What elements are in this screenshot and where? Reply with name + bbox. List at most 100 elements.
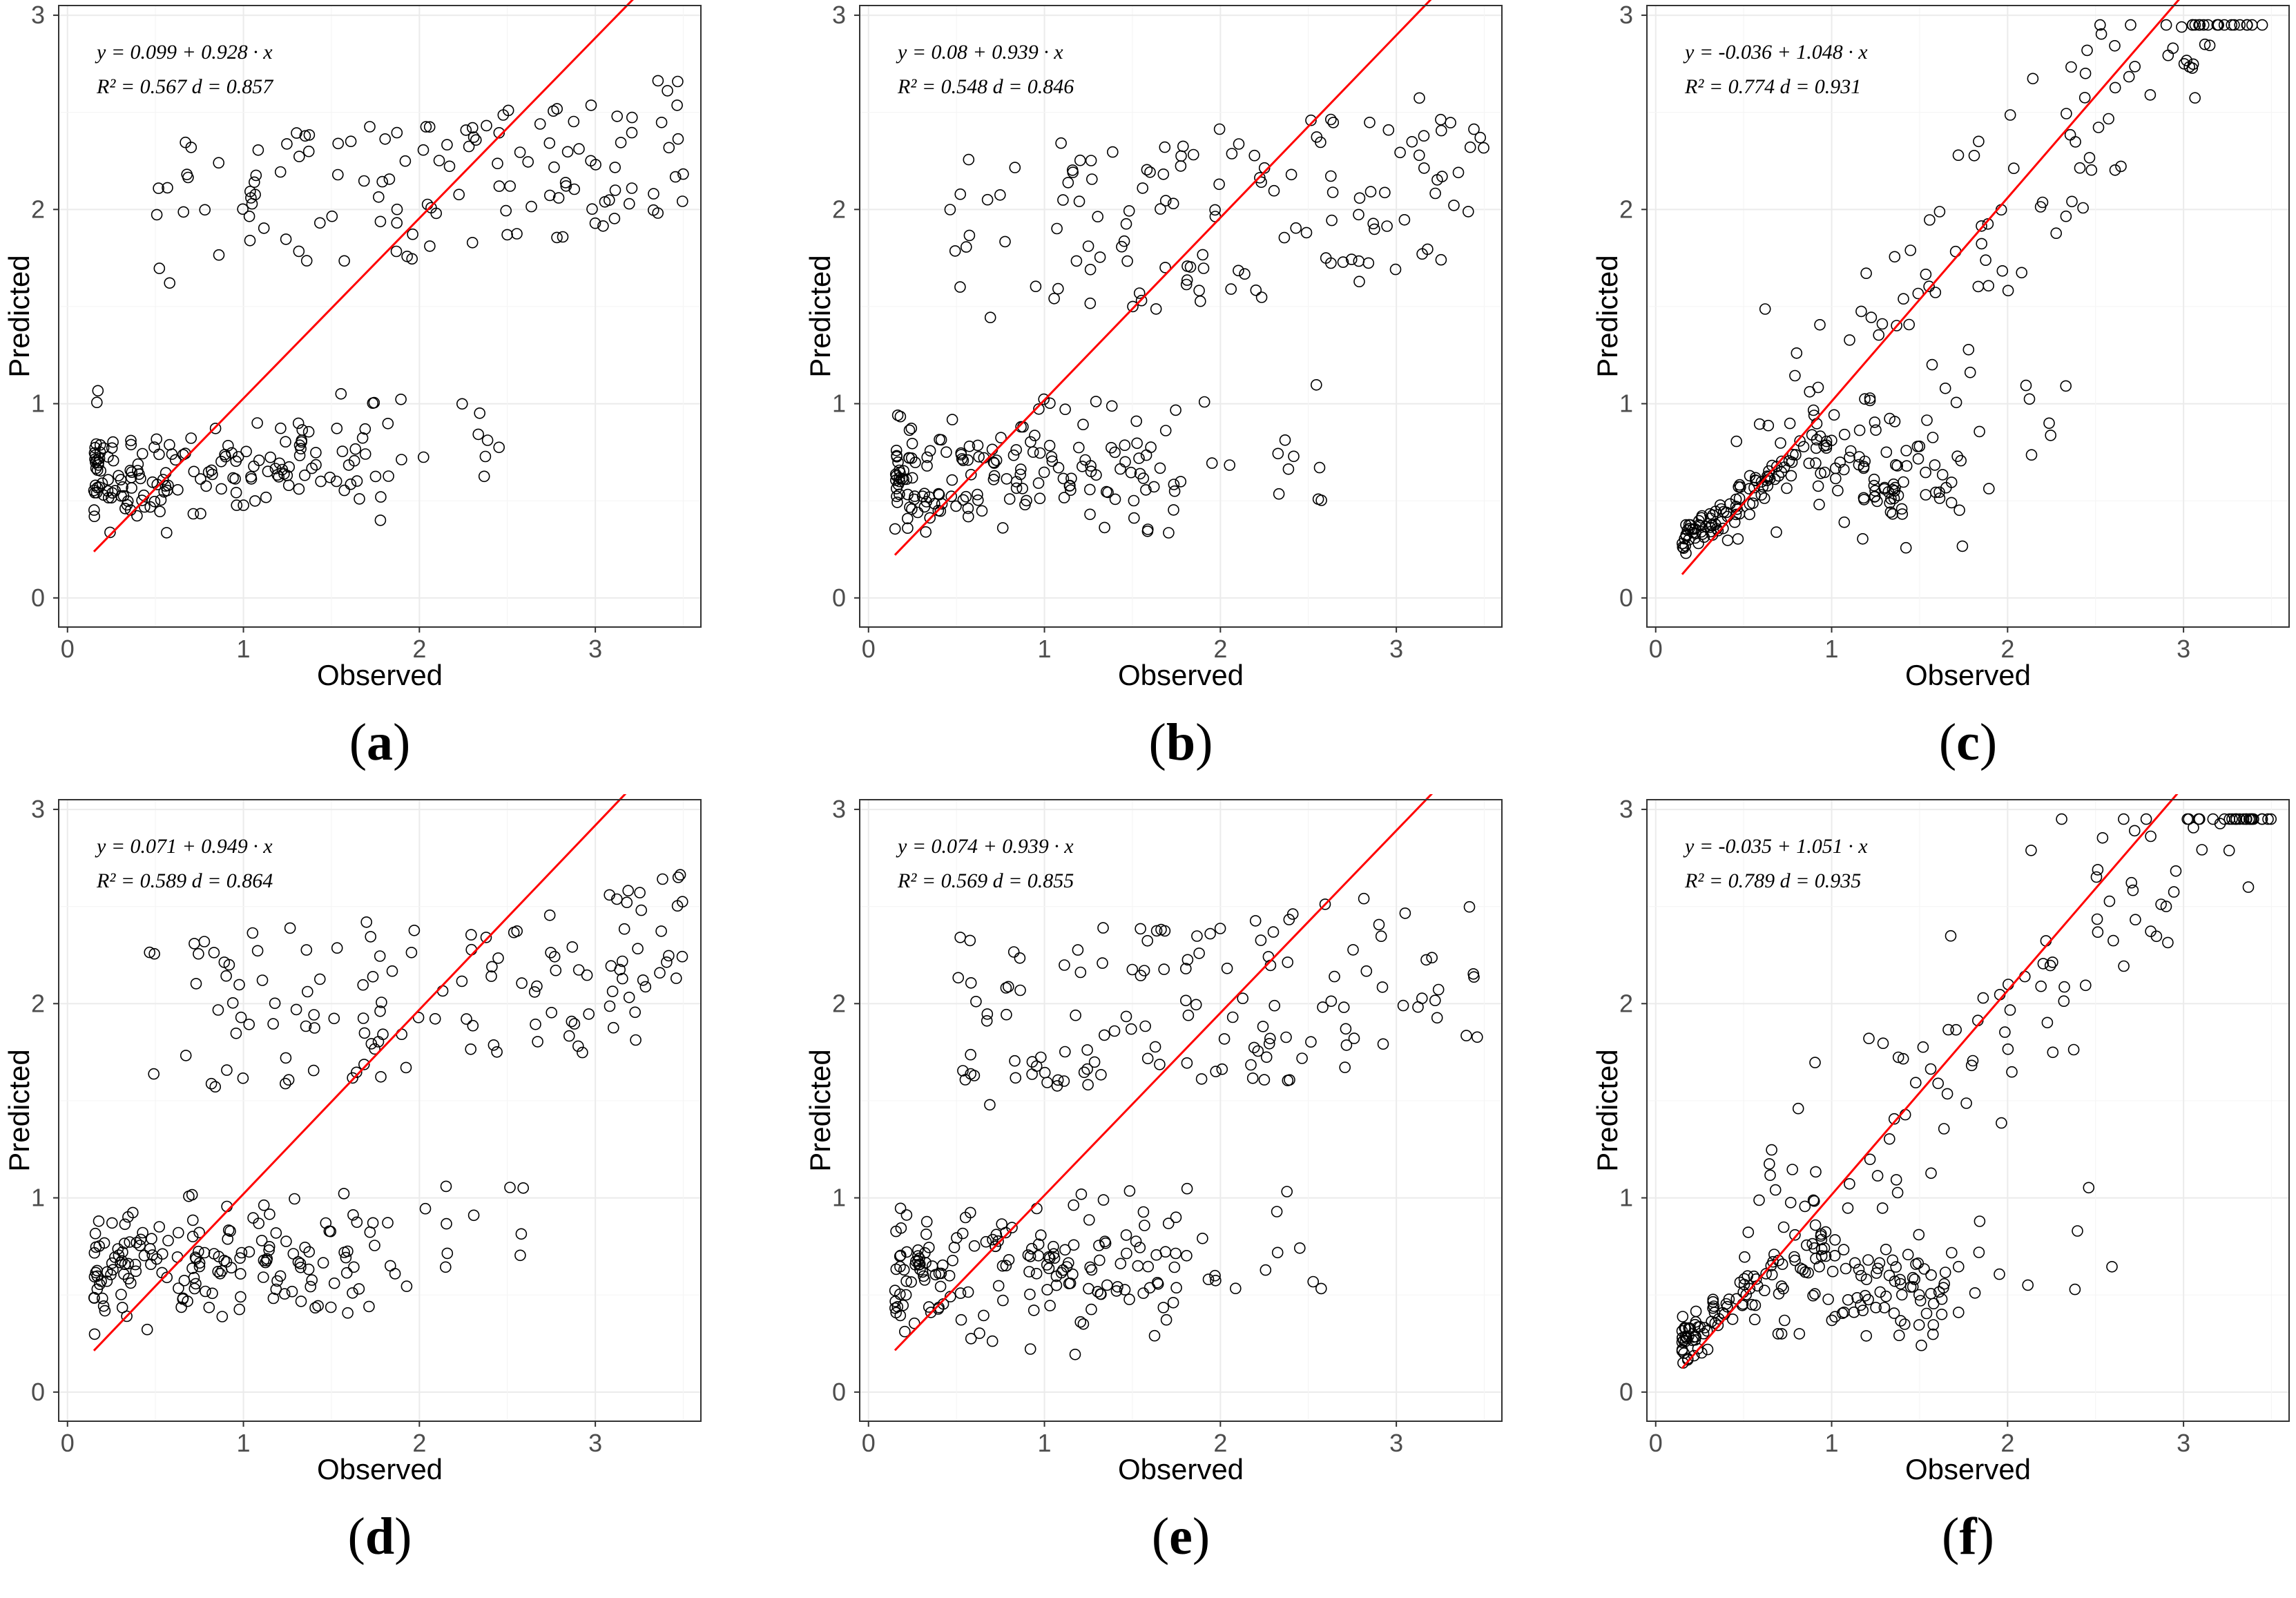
data-point (1710, 506, 1721, 517)
data-point (957, 1065, 969, 1077)
data-point (1062, 1257, 1074, 1269)
data-point (1077, 418, 1089, 431)
data-point (1028, 1305, 1040, 1316)
data-point (2218, 19, 2230, 31)
data-point (1233, 138, 1245, 150)
data-point (287, 1248, 300, 1260)
data-point (1014, 463, 1027, 475)
data-point (125, 439, 137, 451)
data-point (144, 1242, 156, 1255)
data-point (585, 155, 597, 167)
data-point (1972, 280, 1985, 293)
data-point (1052, 282, 1064, 295)
data-point (1009, 1055, 1021, 1067)
data-point (1326, 214, 1338, 227)
data-point (292, 417, 305, 430)
data-point (1876, 318, 1889, 330)
data-point (1857, 532, 1869, 545)
data-point (1059, 1244, 1071, 1256)
data-point (1907, 1271, 1919, 1284)
data-point (441, 1217, 452, 1230)
panel-label: (b) (1149, 713, 1213, 771)
data-point (899, 1325, 911, 1338)
data-point (1320, 252, 1332, 264)
data-point (1307, 1275, 1320, 1288)
data-point (1810, 442, 1822, 454)
data-point (200, 1285, 211, 1298)
data-point (1474, 131, 1487, 144)
data-point (981, 1008, 994, 1020)
data-point (1844, 1177, 1855, 1190)
data-point (1690, 1331, 1701, 1343)
data-point (1175, 160, 1187, 172)
data-point (2096, 831, 2109, 844)
data-point (101, 1275, 113, 1287)
panel-label-close: ) (394, 1508, 412, 1566)
data-point (1925, 1269, 1937, 1281)
data-point (1310, 378, 1322, 391)
data-point (1175, 150, 1187, 162)
data-point (905, 1276, 917, 1288)
data-point (185, 142, 197, 153)
data-point (583, 1008, 595, 1020)
data-point (245, 192, 257, 204)
data-point (209, 1081, 222, 1093)
data-point (2128, 825, 2141, 837)
data-point (280, 1235, 292, 1247)
data-point (999, 235, 1011, 248)
data-point (1248, 1041, 1260, 1054)
data-point (626, 182, 638, 194)
data-point (119, 1218, 131, 1231)
data-point (1300, 227, 1313, 239)
data-point (1133, 287, 1146, 299)
y-tick-label: 1 (1619, 389, 1633, 418)
data-point (348, 454, 360, 467)
data-point (359, 423, 372, 435)
data-point (1872, 1262, 1884, 1275)
y-tick-label: 3 (832, 1, 846, 29)
data-point (589, 217, 601, 229)
data-point (1364, 186, 1377, 198)
data-point (1739, 1251, 1750, 1263)
data-point (291, 127, 302, 139)
data-point (912, 1244, 924, 1256)
data-point (1909, 1273, 1921, 1285)
data-points (1677, 19, 2268, 559)
data-point (88, 504, 100, 516)
data-point (1250, 284, 1262, 296)
data-point (294, 1258, 307, 1269)
data-point (405, 947, 418, 959)
data-point (359, 448, 372, 460)
data-point (151, 1253, 163, 1265)
data-point (1826, 1265, 1839, 1278)
data-point (609, 184, 621, 196)
data-point (1699, 1322, 1710, 1334)
data-point (1927, 1319, 1940, 1331)
data-point (1007, 946, 1020, 958)
data-point (1707, 1302, 1719, 1314)
panel-label-close: ) (1977, 1508, 1994, 1566)
data-point (1293, 1242, 1306, 1254)
data-point (531, 980, 543, 992)
data-point (1052, 461, 1065, 474)
data-point (1159, 925, 1171, 937)
data-point (548, 105, 559, 117)
data-point (1927, 1328, 1939, 1340)
data-point (1864, 392, 1876, 404)
x-tick-label: 1 (1825, 635, 1839, 663)
panel-label: (e) (1152, 1508, 1210, 1566)
data-point (91, 1270, 103, 1282)
data-point (233, 979, 245, 991)
data-point (369, 1240, 380, 1251)
data-point (1106, 146, 1119, 158)
data-point (1190, 999, 1202, 1011)
data-point (190, 978, 202, 990)
data-point (2189, 19, 2201, 31)
data-point (1101, 1279, 1113, 1291)
data-point (2230, 813, 2243, 825)
data-point (964, 934, 976, 947)
data-point (1771, 526, 1782, 538)
data-point (1900, 445, 1912, 456)
regression-equation: y = 0.099 + 0.928 · x (95, 41, 273, 64)
data-point (488, 1039, 500, 1051)
